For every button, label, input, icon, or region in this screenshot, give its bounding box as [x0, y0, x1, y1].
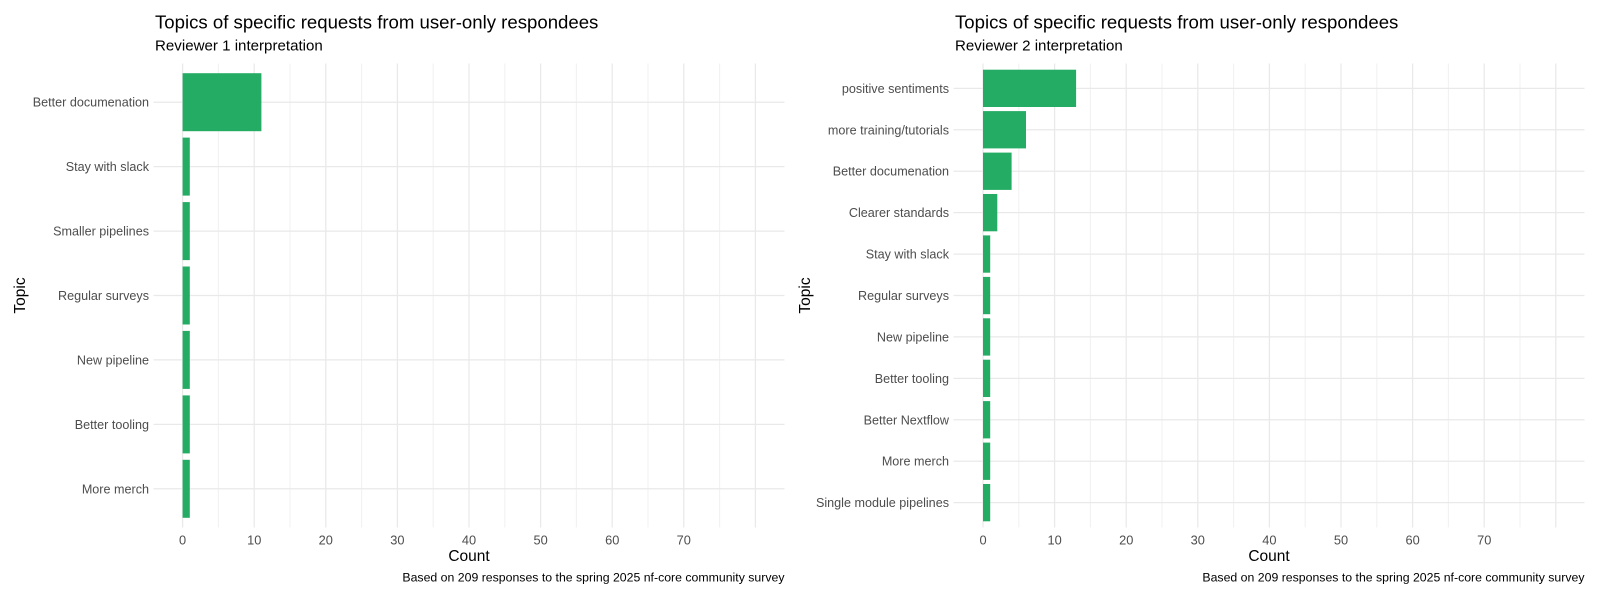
svg-text:more training/tutorials: more training/tutorials — [828, 123, 949, 137]
svg-text:Clearer standards: Clearer standards — [849, 206, 949, 220]
svg-text:30: 30 — [390, 533, 404, 548]
svg-text:20: 20 — [319, 533, 333, 548]
svg-text:Count: Count — [1248, 548, 1290, 565]
svg-text:0: 0 — [979, 533, 986, 548]
svg-text:Better documenation: Better documenation — [833, 165, 949, 179]
svg-text:Regular surveys: Regular surveys — [58, 289, 149, 303]
svg-text:Topic: Topic — [797, 277, 814, 313]
svg-text:More merch: More merch — [82, 482, 149, 496]
svg-text:positive sentiments: positive sentiments — [842, 82, 949, 96]
svg-text:Stay with slack: Stay with slack — [866, 248, 950, 262]
svg-text:70: 70 — [1477, 533, 1491, 548]
svg-text:Based on 209 responses to the: Based on 209 responses to the spring 202… — [402, 571, 785, 585]
svg-text:50: 50 — [1334, 533, 1348, 548]
svg-text:30: 30 — [1191, 533, 1205, 548]
svg-text:Reviewer 1 interpretation: Reviewer 1 interpretation — [155, 37, 323, 54]
svg-text:Topic: Topic — [12, 277, 29, 313]
svg-text:10: 10 — [1047, 533, 1061, 548]
svg-text:10: 10 — [247, 533, 261, 548]
svg-text:20: 20 — [1119, 533, 1133, 548]
svg-text:Topics of specific requests fr: Topics of specific requests from user-on… — [155, 11, 598, 32]
svg-text:Smaller pipelines: Smaller pipelines — [53, 225, 149, 239]
svg-text:70: 70 — [677, 533, 691, 548]
svg-text:Regular surveys: Regular surveys — [858, 289, 949, 303]
svg-text:60: 60 — [1405, 533, 1419, 548]
svg-text:Topics of specific requests fr: Topics of specific requests from user-on… — [955, 11, 1398, 32]
svg-text:Better tooling: Better tooling — [75, 418, 149, 432]
svg-text:40: 40 — [1262, 533, 1276, 548]
svg-text:60: 60 — [605, 533, 619, 548]
svg-text:40: 40 — [462, 533, 476, 548]
svg-text:Better tooling: Better tooling — [875, 372, 949, 386]
svg-text:Better documenation: Better documenation — [33, 96, 149, 110]
svg-text:Count: Count — [448, 548, 490, 565]
svg-text:New pipeline: New pipeline — [77, 353, 149, 367]
svg-text:New pipeline: New pipeline — [877, 330, 949, 344]
svg-text:Stay with slack: Stay with slack — [66, 160, 150, 174]
svg-text:Better Nextflow: Better Nextflow — [864, 413, 950, 427]
svg-text:50: 50 — [533, 533, 547, 548]
svg-text:Based on 209 responses to the: Based on 209 responses to the spring 202… — [1202, 571, 1585, 585]
svg-text:Reviewer 2 interpretation: Reviewer 2 interpretation — [955, 37, 1123, 54]
svg-text:Single module pipelines: Single module pipelines — [816, 496, 949, 510]
svg-text:More merch: More merch — [882, 455, 949, 469]
svg-text:0: 0 — [179, 533, 186, 548]
